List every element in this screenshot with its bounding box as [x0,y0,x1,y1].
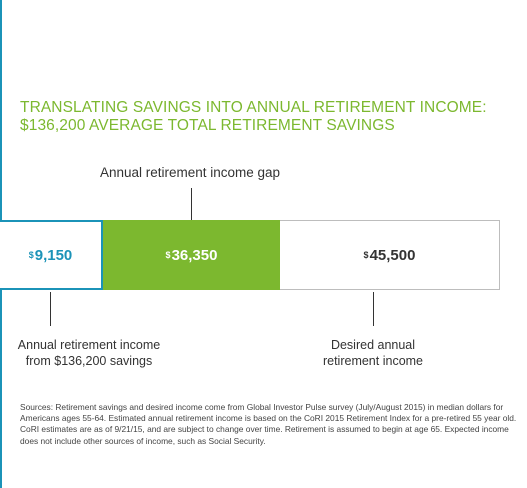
desired-income-label-line-2: retirement income [322,354,424,368]
bar-currency-1: $ [28,250,34,260]
current-income-label-line-1: Annual retirement income [17,338,161,352]
current-income-label-line-2: from $136,200 savings [25,354,153,368]
desired-connector-line [373,292,374,326]
chart-title: TRANSLATING SAVINGS INTO ANNUAL RETIREME… [20,99,520,135]
bar-currency-2: $ [165,250,171,260]
bar-segment-income-gap: $36,350 [103,220,280,290]
bar-currency-3: $ [363,250,369,260]
bar-value-3: 45,500 [369,246,416,264]
chart-title-line-2: $136,200 AVERAGE TOTAL RETIREMENT SAVING… [20,117,395,134]
sources-footnote: Sources: Retirement savings and desired … [20,402,517,446]
chart-title-line-1: TRANSLATING SAVINGS INTO ANNUAL RETIREME… [20,99,487,116]
gap-connector-line [191,188,192,220]
bar-value-1: 9,150 [34,246,73,264]
bar-segment-current-income: $9,150 [0,220,103,290]
income-connector-line [50,292,51,326]
current-income-label: Annual retirement income from $136,200 s… [0,337,178,369]
desired-income-label: Desired annual retirement income [313,337,433,369]
bar-value-2: 36,350 [171,246,218,264]
income-gap-label: Annual retirement income gap [99,165,281,180]
desired-income-label-line-1: Desired annual [330,338,416,352]
bar-segment-desired-income: $45,500 [280,220,500,290]
